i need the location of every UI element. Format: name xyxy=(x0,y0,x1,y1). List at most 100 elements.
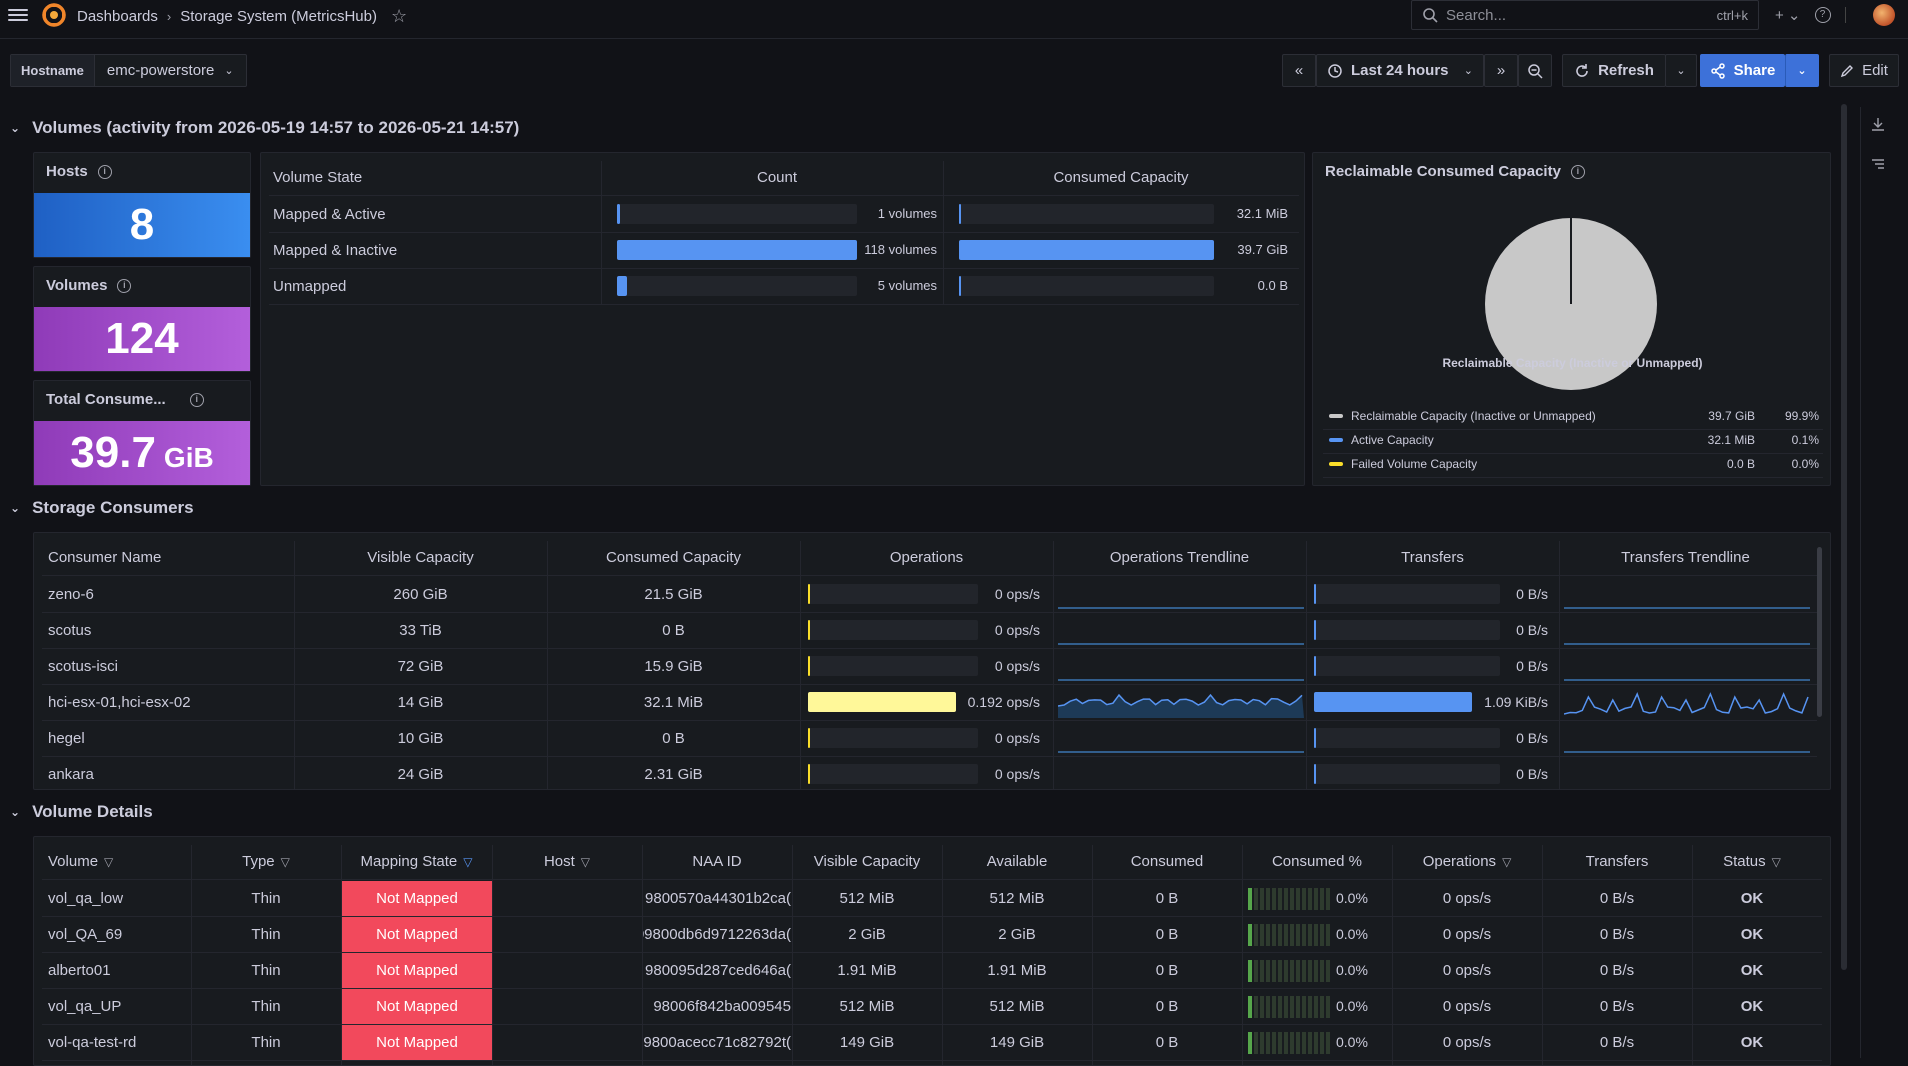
star-icon[interactable]: ☆ xyxy=(390,6,408,26)
volume-type: Thin xyxy=(251,998,281,1015)
consumers-table-header[interactable]: Operations xyxy=(889,549,964,566)
outline-icon[interactable] xyxy=(1871,157,1885,171)
edit-button[interactable]: Edit xyxy=(1829,54,1899,87)
details-table-header[interactable]: NAA ID xyxy=(642,853,792,870)
details-table-header[interactable]: Consumed xyxy=(1092,853,1242,870)
pie-chart[interactable] xyxy=(1483,216,1659,392)
info-icon[interactable]: i xyxy=(189,392,204,407)
volumes-stat-panel: Volumes i 124 xyxy=(33,266,251,372)
avatar[interactable] xyxy=(1872,4,1895,26)
filter-icon[interactable]: ▽ xyxy=(463,855,473,869)
operations-value: 0.192 ops/s xyxy=(967,694,1040,710)
consumers-scrollbar[interactable] xyxy=(1817,547,1822,717)
consumers-section-header[interactable]: ⌄ Storage Consumers xyxy=(10,498,194,518)
operations-trendline xyxy=(1058,751,1304,753)
pie-legend-item[interactable]: Reclaimable Capacity (Inactive or Unmapp… xyxy=(1329,409,1819,423)
row-divider xyxy=(269,304,1299,305)
share-button[interactable]: Share xyxy=(1700,54,1785,87)
consumers-table-header[interactable]: Consumer Name xyxy=(48,549,162,566)
pie-legend-item[interactable]: Active Capacity 32.1 MiB 0.1% xyxy=(1329,433,1819,447)
grafana-logo-icon[interactable] xyxy=(41,2,67,28)
search-input[interactable]: Search... ctrl+k xyxy=(1411,0,1759,30)
volume-name[interactable]: vol_qa_low xyxy=(48,890,124,907)
volume-available: 2 GiB xyxy=(998,926,1036,943)
refresh-interval-dropdown[interactable]: ⌄ xyxy=(1665,54,1697,87)
details-section-header[interactable]: ⌄ Volume Details xyxy=(10,802,153,822)
volume-name[interactable]: vol_QA_69 xyxy=(48,926,123,943)
column-divider xyxy=(1542,845,1543,1065)
details-table-header[interactable]: Available xyxy=(942,853,1092,870)
state-table-header[interactable]: Consumed Capacity xyxy=(1053,169,1189,186)
info-icon[interactable]: i xyxy=(1570,164,1585,179)
operations-bar-track xyxy=(808,728,978,748)
transfers-value: 0 B/s xyxy=(1516,766,1548,782)
column-divider xyxy=(1242,845,1243,1065)
breadcrumb-dashboards[interactable]: Dashboards xyxy=(77,8,158,25)
hostname-value[interactable]: emc-powerstore xyxy=(106,62,215,79)
filter-icon[interactable]: ▽ xyxy=(104,855,114,869)
zoom-out-button[interactable] xyxy=(1518,54,1552,87)
menu-icon[interactable] xyxy=(8,6,28,26)
volume-name[interactable]: vol_qa_UP xyxy=(48,998,122,1015)
volume-name[interactable]: alberto01 xyxy=(48,962,111,979)
details-table-header[interactable]: Operations ▽ xyxy=(1392,853,1542,870)
filter-icon[interactable]: ▽ xyxy=(580,855,591,869)
info-icon[interactable]: i xyxy=(117,278,132,293)
details-table-header[interactable]: Transfers xyxy=(1542,853,1692,870)
volume-available: 512 MiB xyxy=(989,890,1045,907)
help-icon[interactable]: ? xyxy=(1814,7,1831,23)
consumer-name: zeno-6 xyxy=(48,586,94,603)
details-header-label: Volume xyxy=(48,853,99,870)
volume-consumed: 0 B xyxy=(1155,962,1179,979)
transfers-bar xyxy=(1314,584,1316,604)
volume-visible: 149 GiB xyxy=(839,1034,895,1051)
hostname-label: Hostname xyxy=(11,55,95,86)
consumers-table-header[interactable]: Consumed Capacity xyxy=(605,549,742,566)
details-table-header[interactable]: Volume ▽ xyxy=(48,853,113,870)
volume-name[interactable]: vol-qa-test-rd xyxy=(48,1034,137,1051)
details-header-label: Consumed xyxy=(1130,853,1204,870)
pie-title: Reclaimable Consumed Capacity xyxy=(1325,163,1561,180)
details-table-header[interactable]: Type ▽ xyxy=(191,853,341,870)
consumers-table-header[interactable]: Operations Trendline xyxy=(1109,549,1250,566)
details-header-label: Mapping State xyxy=(360,853,458,870)
filter-icon[interactable]: ▽ xyxy=(1771,855,1781,869)
column-divider xyxy=(942,845,943,1065)
details-table-header[interactable]: Visible Capacity xyxy=(792,853,942,870)
details-table-header[interactable]: Status ▽ xyxy=(1692,853,1812,870)
pie-legend-item[interactable]: Failed Volume Capacity 0.0 B 0.0% xyxy=(1329,457,1819,471)
consumer-consumed-capacity: 32.1 MiB xyxy=(643,694,704,711)
info-icon[interactable]: i xyxy=(97,164,112,179)
consumers-table-header[interactable]: Visible Capacity xyxy=(367,549,474,566)
share-dropdown[interactable]: ⌄ xyxy=(1785,54,1819,87)
volumes-section-header[interactable]: ⌄ Volumes (activity from 2026-05-19 14:5… xyxy=(10,118,519,138)
transfers-bar-track xyxy=(1314,620,1500,640)
filter-icon[interactable]: ▽ xyxy=(280,855,290,869)
volume-available: 1.91 MiB xyxy=(987,962,1047,979)
column-divider xyxy=(800,541,801,789)
operations-value: 0 ops/s xyxy=(994,622,1040,638)
transfers-bar xyxy=(1314,692,1472,712)
time-range-picker[interactable]: Last 24 hours ⌄ xyxy=(1316,54,1484,87)
consumers-table-header[interactable]: Transfers xyxy=(1401,549,1464,566)
chevron-down-icon: ⌄ xyxy=(1676,65,1686,77)
notifications-icon[interactable] xyxy=(1844,7,1859,23)
refresh-button[interactable]: Refresh xyxy=(1562,54,1666,87)
transfers-bar xyxy=(1314,728,1316,748)
column-divider xyxy=(492,845,493,1065)
add-icon[interactable]: + ⌄ xyxy=(1775,7,1801,24)
hostname-variable[interactable]: Hostname emc-powerstore ⌄ xyxy=(10,54,247,87)
time-forward-button[interactable]: » xyxy=(1484,54,1518,87)
consumers-table-header[interactable]: Transfers Trendline xyxy=(1621,549,1750,566)
download-icon[interactable] xyxy=(1871,117,1885,131)
details-table-header[interactable]: Consumed % xyxy=(1242,853,1392,870)
operations-bar-track xyxy=(808,584,978,604)
details-table-header[interactable]: Host ▽ xyxy=(492,853,642,870)
details-table-header[interactable]: Mapping State ▽ xyxy=(341,853,492,870)
state-table-header[interactable]: Count xyxy=(756,169,798,186)
legend-percent: 99.9% xyxy=(1784,409,1819,423)
page-scrollbar[interactable] xyxy=(1841,104,1847,970)
state-table-header[interactable]: Volume State xyxy=(273,169,363,186)
time-back-button[interactable]: « xyxy=(1282,54,1316,87)
filter-icon[interactable]: ▽ xyxy=(1502,855,1512,869)
